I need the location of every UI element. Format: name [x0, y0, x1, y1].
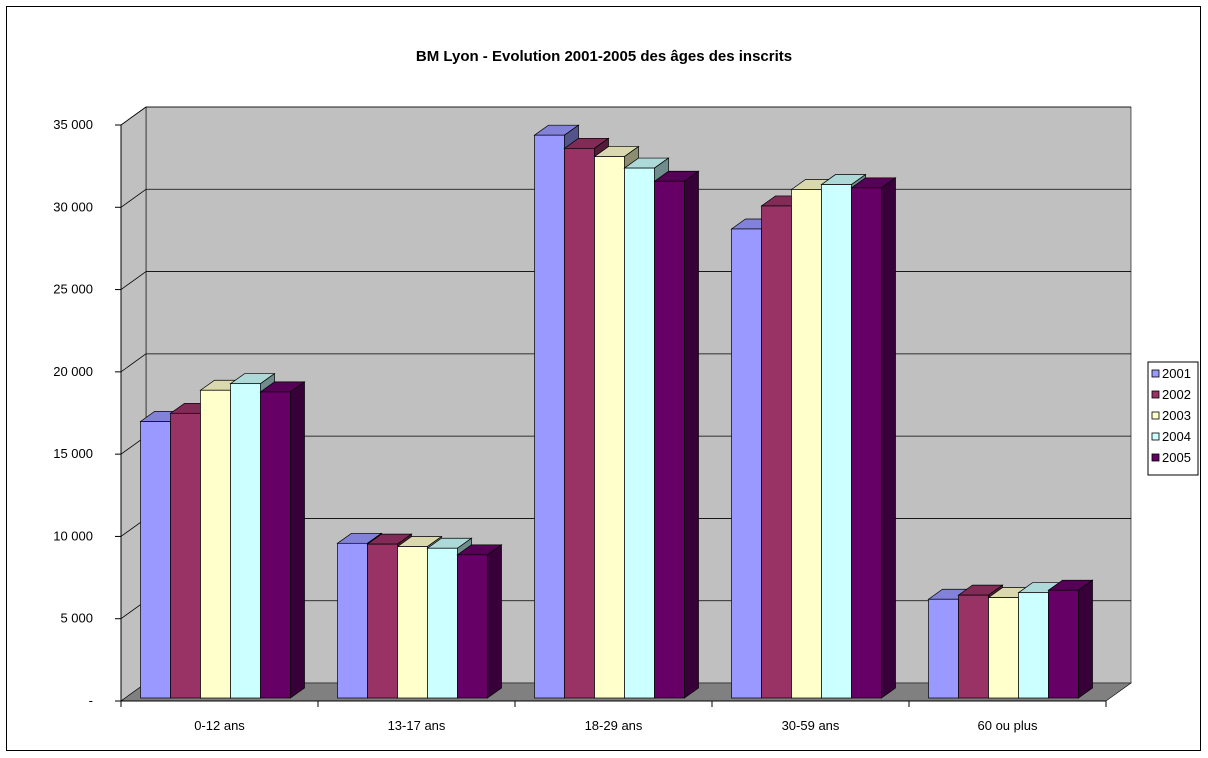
legend-swatch [1151, 453, 1160, 462]
bar [850, 177, 897, 699]
bar-front [654, 180, 685, 699]
bar-side [1078, 579, 1093, 699]
bar-front [170, 412, 201, 699]
axes [120, 125, 1106, 702]
x-tick-label: 30-59 ans [782, 718, 840, 733]
gridline-side [120, 188, 147, 208]
bar-front [457, 554, 488, 699]
bar-front [624, 167, 655, 699]
bar [653, 170, 700, 699]
bar [456, 544, 503, 699]
x-tick-label: 13-17 ans [388, 718, 446, 733]
y-tick-label: 20 000 [53, 364, 93, 379]
y-tick-label: 25 000 [53, 282, 93, 297]
gridline-side [120, 106, 147, 126]
bar-front [534, 134, 565, 699]
bar-front [761, 205, 792, 699]
bar-front [791, 189, 822, 699]
bar-front [988, 597, 1019, 699]
gridline-side [120, 353, 147, 373]
bar-front [958, 594, 989, 699]
bar-front [140, 421, 171, 699]
y-tick-label: 35 000 [53, 117, 93, 132]
bar-front [1048, 589, 1079, 699]
bar-side [881, 177, 896, 699]
bar-front [230, 383, 261, 699]
bar-side [487, 544, 502, 699]
bar-front [337, 542, 368, 699]
y-tick-label: 10 000 [53, 528, 93, 543]
bar-front [821, 184, 852, 699]
legend-swatch [1151, 411, 1160, 420]
x-axis-ticks: 0-12 ans 13-17 ans 18-29 ans 30-59 ans 60 ou… [120, 701, 1107, 733]
y-tick-label: 5 000 [60, 611, 93, 626]
bar-front [1018, 592, 1049, 699]
y-tick-label: 30 000 [53, 199, 93, 214]
bar-chart: BM Lyon - Evolution 2001-2005 des âges d… [53, 48, 1199, 733]
bar-front [928, 598, 959, 699]
bar-front [594, 156, 625, 699]
legend-label: 2001 [1162, 366, 1191, 381]
bar [1047, 579, 1094, 699]
chart-frame: BM Lyon - Evolution 2001-2005 des âges d… [6, 6, 1201, 751]
bar-side [290, 381, 305, 699]
x-tick-label: 0-12 ans [194, 718, 245, 733]
gridline-side [120, 271, 147, 290]
bar-side [684, 170, 699, 699]
bar-front [427, 547, 458, 699]
legend-label: 2002 [1162, 387, 1191, 402]
legend-label: 2003 [1162, 408, 1191, 423]
bar-front [851, 187, 882, 699]
bar-front [367, 543, 398, 699]
chart-title: BM Lyon - Evolution 2001-2005 des âges d… [416, 48, 792, 65]
bar-front [731, 228, 762, 699]
bar [259, 381, 306, 699]
legend: 2001 2002 2003 2004 2005 [1147, 361, 1199, 476]
y-tick-label: 15 000 [53, 446, 93, 461]
legend-label: 2004 [1162, 429, 1191, 444]
bar-front [397, 546, 428, 699]
x-tick-label: 18-29 ans [585, 718, 643, 733]
bars [139, 124, 1094, 699]
bar-front [260, 391, 291, 699]
y-axis-ticks: - 5 000 10 000 15 000 20 000 25 000 30 000 35 0… [53, 117, 121, 708]
legend-swatch [1151, 390, 1160, 399]
legend-label: 2005 [1162, 450, 1191, 465]
bar-front [564, 147, 595, 699]
legend-swatch [1151, 432, 1160, 441]
legend-swatch [1151, 369, 1160, 378]
bar-front [200, 389, 231, 699]
x-tick-label: 60 ou plus [978, 718, 1038, 733]
y-tick-label: - [89, 693, 93, 708]
